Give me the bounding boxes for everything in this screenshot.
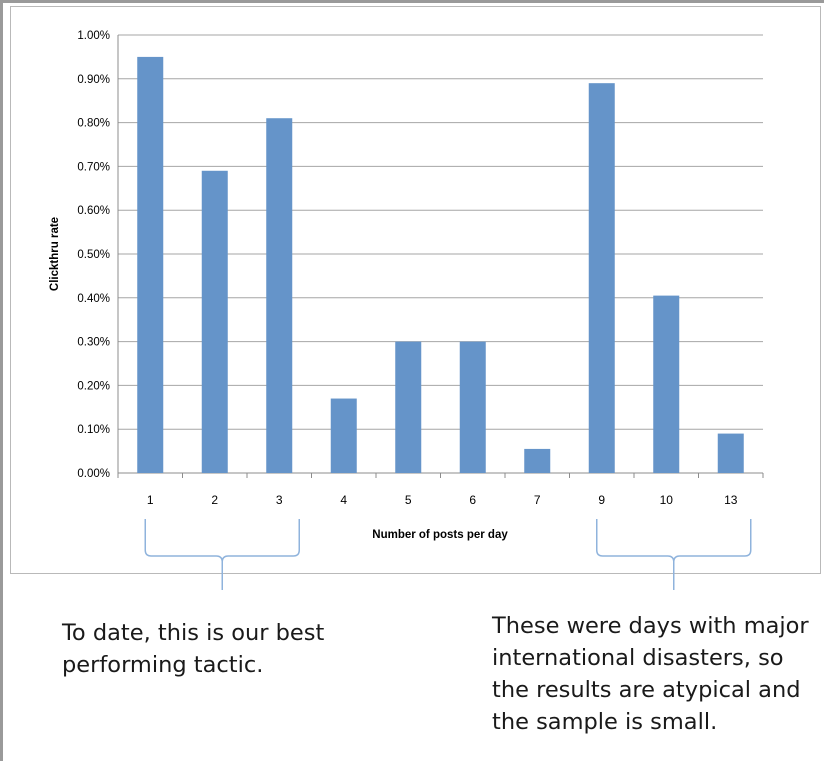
bar-13 [717,433,744,473]
x-tick-label: 9 [598,493,605,507]
bars [137,56,744,474]
x-tick-label: 5 [405,493,412,507]
bar-3 [266,118,293,473]
y-tick-label: 0.00% [77,468,110,480]
x-tick-label: 13 [724,493,738,507]
y-tick-label: 0.20% [77,380,110,392]
bracket-2 [596,519,752,590]
y-tick-label: 0.10% [77,424,110,436]
bar-4 [330,398,357,473]
x-tick-label: 4 [340,493,347,507]
y-axis-ticks: 0.00% 0.10% 0.20% 0.30% 0.40% 0.50% 0.60% 0.70%… [77,30,110,480]
x-axis-label: Number of posts per day [372,529,508,541]
bar-1 [137,56,164,474]
x-tick-label: 2 [211,493,218,507]
bar-5 [395,341,422,473]
x-tick-label: 7 [534,493,541,507]
x-tick-label: 1 [147,493,154,507]
bar-chart: 0.00% 0.10% 0.20% 0.30% 0.40% 0.50% 0.60% 0.70%… [49,30,764,590]
bar-7 [524,448,551,473]
annotation-best-tactic: To date, this is our best performing tac… [62,620,325,678]
y-tick-label: 0.50% [77,249,110,261]
bar-10 [653,295,680,473]
y-tick-label: 0.40% [77,293,110,305]
y-tick-label: 0.80% [77,118,110,130]
bar-6 [459,341,486,473]
brackets [144,519,752,590]
y-tick-label: 0.60% [77,205,110,217]
y-axis-label: Clickthru rate [49,217,61,291]
x-axis-ticks: 1 2 3 4 5 6 7 9 10 13 [117,473,764,507]
bracket-1 [144,519,300,590]
x-tick-label: 6 [469,493,476,507]
y-tick-label: 0.30% [77,337,110,349]
x-tick-label: 10 [660,493,674,507]
annotation-disaster-days: These were days with major international… [492,613,809,735]
y-tick-label: 0.90% [77,74,110,86]
bar-2 [201,170,228,473]
y-tick-label: 1.00% [77,30,110,42]
x-tick-label: 3 [276,493,283,507]
bar-9 [588,83,615,474]
y-tick-label: 0.70% [77,161,110,173]
